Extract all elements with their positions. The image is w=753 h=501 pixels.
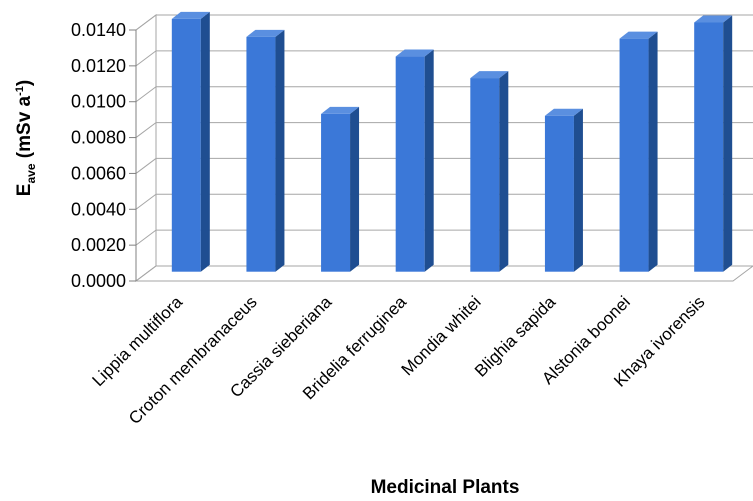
bar-front	[395, 56, 425, 272]
gridline	[135, 193, 753, 210]
bars	[171, 11, 733, 272]
gridline	[135, 122, 753, 138]
bar	[246, 29, 285, 272]
bar-side	[723, 15, 733, 272]
gridline	[135, 50, 753, 67]
y-axis-title-rest: (mSv a	[14, 95, 35, 163]
bar-top	[470, 71, 509, 79]
bar-top	[544, 108, 583, 116]
gridline	[135, 157, 753, 174]
bar-front	[246, 36, 276, 272]
bar	[171, 11, 210, 272]
bar-side	[350, 106, 360, 272]
y-tick-label: 0.0060	[71, 163, 126, 183]
y-axis-title: Eave (mSv a-1)	[14, 80, 38, 196]
y-axis-title-subscript: ave	[24, 163, 38, 183]
y-tick-label: 0.0140	[71, 20, 126, 40]
floor	[134, 265, 753, 282]
bar-side	[499, 71, 509, 272]
x-axis-title: Medicinal Plants	[371, 477, 520, 498]
y-tick-label: 0.0000	[71, 271, 126, 291]
gridline	[135, 86, 753, 103]
gridline	[135, 229, 753, 246]
bar	[694, 15, 733, 272]
bar-front	[544, 115, 574, 272]
bar	[470, 71, 509, 272]
bar-front	[321, 113, 351, 272]
bar-side	[648, 31, 658, 272]
gridlines	[129, 14, 753, 282]
chart-back-walls	[134, 14, 753, 282]
bar-top	[321, 106, 360, 114]
bar-front	[171, 18, 201, 272]
y-tick-labels: 0.0000 0.0020 0.0040 0.0060 0.0080 0.0100 0.01…	[71, 20, 126, 291]
gridline	[135, 14, 753, 31]
side-wall	[135, 14, 157, 282]
bar-top	[619, 31, 658, 39]
bar-side	[573, 108, 583, 272]
bar-front	[619, 38, 649, 272]
y-tick-label: 0.0080	[71, 128, 126, 148]
bar-side	[275, 29, 285, 272]
y-tick-label: 0.0100	[71, 92, 126, 112]
bar	[619, 31, 658, 272]
y-axis-title-superscript: -1	[14, 86, 26, 96]
bar-front	[470, 78, 500, 272]
bar-top	[395, 49, 434, 57]
bar-top	[694, 15, 733, 23]
bar	[544, 108, 583, 272]
y-tick-label: 0.0040	[71, 199, 126, 219]
bar-top	[171, 11, 210, 19]
bar-side	[200, 11, 210, 272]
y-tick-label: 0.0020	[71, 235, 126, 255]
x-tick-label: Croton membranaceus	[125, 292, 261, 428]
y-tick-label: 0.0120	[71, 56, 126, 76]
bar-front	[694, 22, 724, 272]
bar	[395, 49, 434, 272]
bar-top	[246, 29, 285, 37]
y-axis-title-close: )	[14, 80, 35, 86]
y-axis-title-main: E	[14, 184, 35, 197]
bar	[321, 106, 360, 272]
bar-side	[424, 49, 434, 272]
